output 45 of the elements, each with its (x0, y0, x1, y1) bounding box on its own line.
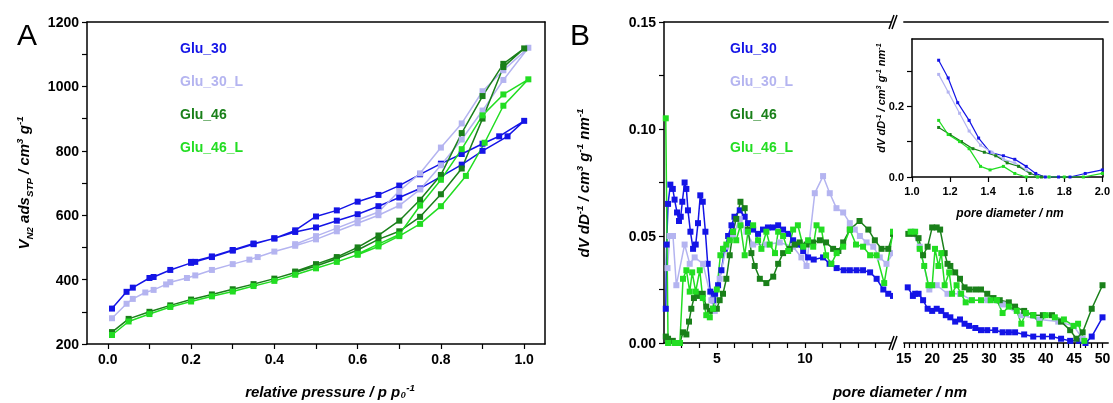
y-tick-label: 0.15 (628, 14, 657, 30)
text: Glu_46_L (730, 139, 794, 155)
text: Glu_30 (180, 40, 227, 56)
x-tick-label: 1.0 (514, 351, 535, 367)
x-tick-label: 20 (924, 350, 941, 366)
y-tick-label: 1200 (47, 14, 80, 30)
x-tick-label: 1.2 (942, 184, 958, 197)
x-tick-label: 45 (1066, 350, 1083, 366)
text: Glu_30_L (180, 73, 244, 89)
x-tick-label: 5 (712, 350, 721, 366)
text: Glu_46 (180, 106, 227, 122)
x-tick-label: 30 (981, 350, 997, 366)
y-tick-label: 400 (55, 271, 80, 288)
x-tick-label: 0.0 (98, 351, 118, 367)
text: Glu_30 (730, 40, 777, 56)
x-tick-label: 2.0 (1094, 184, 1110, 197)
x-tick-label: 35 (1009, 350, 1026, 366)
chart-title: B (570, 17, 591, 51)
y-tick-label: 600 (55, 207, 80, 224)
x-tick-label: 40 (1037, 350, 1054, 366)
x-tick-label: 15 (896, 350, 912, 366)
y-tick-label: 200 (55, 336, 80, 352)
x-tick-label: 25 (952, 350, 969, 366)
x-axis-title: relative pressure / p p₀$^{-1}$ (245, 382, 415, 400)
y-tick-label: 0.10 (628, 121, 657, 137)
y-tick-label: 0.00 (628, 335, 657, 351)
x-tick-label: 1.6 (1018, 184, 1034, 197)
y-tick-label: 0.05 (628, 228, 657, 244)
x-tick-label: 0.8 (431, 351, 451, 367)
x-tick-label: 10 (797, 350, 813, 366)
x-tick-label: 0.4 (264, 351, 285, 367)
y-tick-label: 800 (55, 142, 80, 159)
text: Glu_46_L (180, 139, 244, 155)
x-tick-label: 1.8 (1056, 184, 1072, 197)
x-axis-title: pore diameter / nm (956, 206, 1064, 220)
y-tick-label: 1000 (47, 78, 80, 95)
x-tick-label: 1.4 (980, 184, 997, 197)
x-tick-label: 1.0 (904, 184, 920, 197)
text: Glu_46 (730, 106, 777, 122)
text: Glu_30_L (730, 73, 794, 89)
x-axis-title: pore diameter / nm (832, 382, 968, 400)
x-tick-label: 50 (1094, 350, 1111, 366)
x-tick-label: 0.6 (347, 351, 368, 367)
chart-title: A (17, 17, 38, 51)
x-tick-label: 0.2 (181, 351, 202, 367)
